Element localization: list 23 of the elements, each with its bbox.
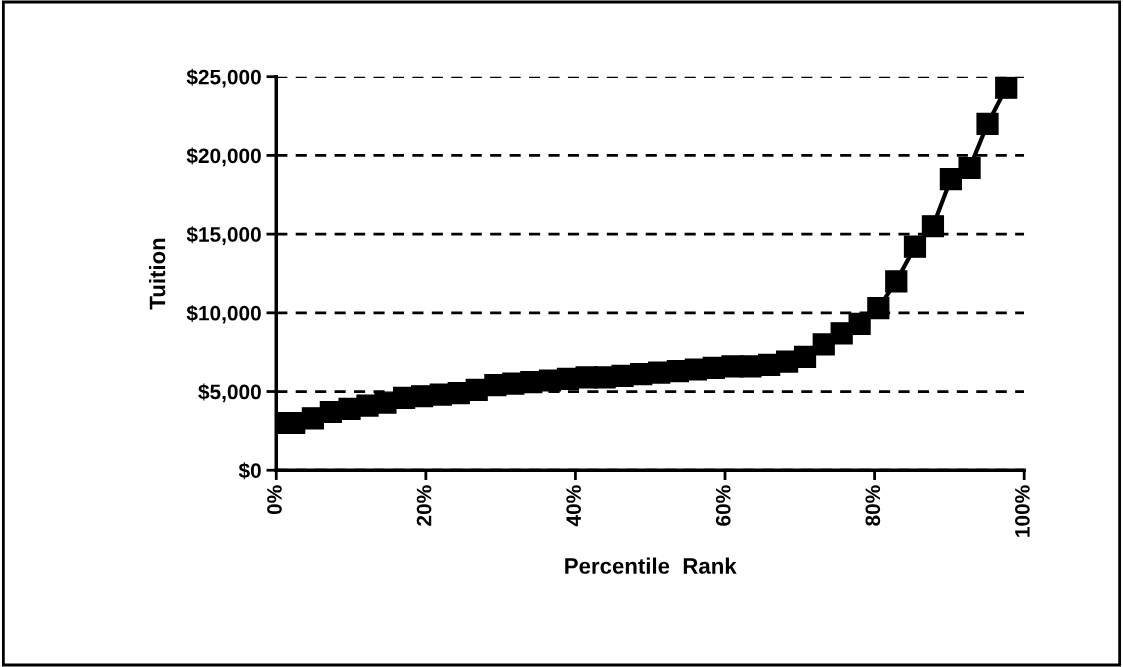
point bbox=[867, 296, 890, 320]
point bbox=[958, 156, 981, 180]
x-tick-label: 100% bbox=[1015, 485, 1030, 537]
point bbox=[903, 235, 927, 258]
point bbox=[793, 345, 817, 369]
x-tick-label: 20% bbox=[416, 485, 432, 526]
x-tick-label: 40% bbox=[566, 485, 582, 527]
y-tick-label: $25,000 bbox=[186, 68, 261, 88]
point bbox=[921, 215, 945, 238]
point bbox=[848, 312, 871, 335]
y-tick-label: $15,000 bbox=[186, 226, 261, 245]
point bbox=[976, 112, 999, 136]
y-axis-title: Tuition bbox=[148, 238, 166, 310]
y-tick-label: $10,000 bbox=[186, 304, 261, 324]
x-tick-label: 60% bbox=[715, 485, 731, 526]
point bbox=[995, 76, 1018, 99]
y-tick-label: $0 bbox=[238, 462, 261, 480]
x-tick-label: 0% bbox=[267, 485, 282, 515]
y-tick-label: $5,000 bbox=[198, 383, 261, 403]
x-tick-label: 80% bbox=[865, 485, 881, 526]
x-axis-title: Percentile Rank bbox=[565, 557, 737, 574]
y-tick-label: $20,000 bbox=[186, 147, 261, 167]
point bbox=[885, 270, 908, 293]
